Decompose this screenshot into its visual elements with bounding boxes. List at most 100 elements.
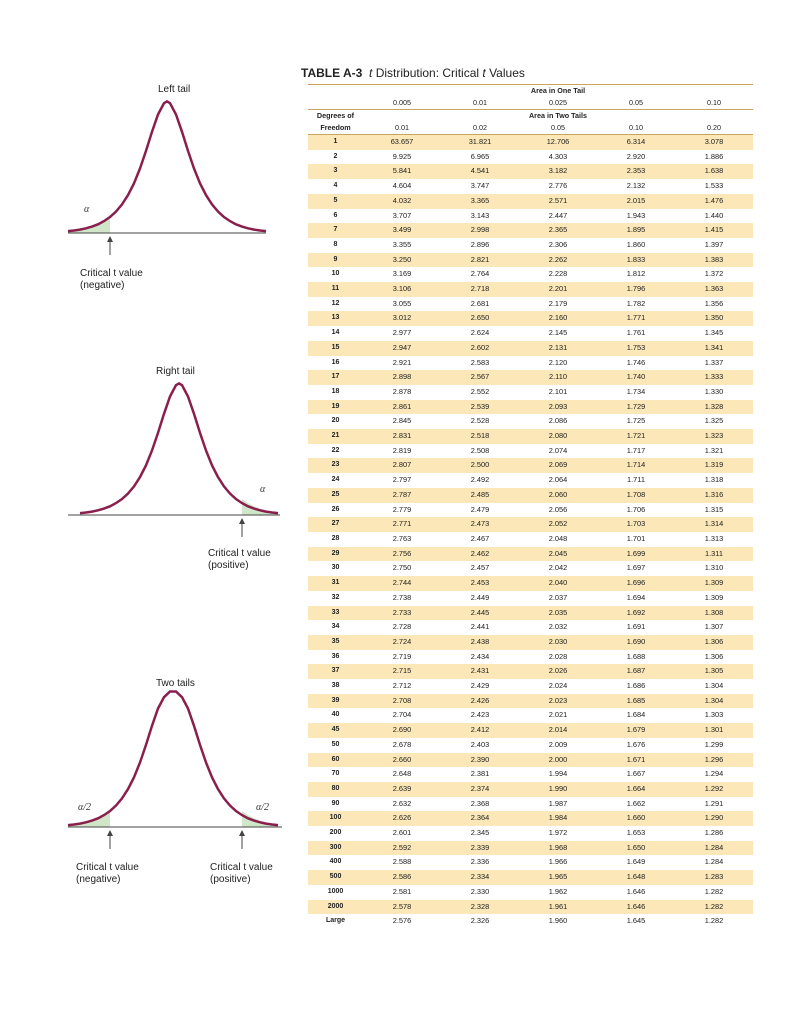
table-row: 16 2.921 2.583 2.120 1.746 1.337 [308, 356, 753, 371]
critical-value-cell: 1.646 [626, 886, 646, 896]
critical-value-cell: 2.336 [470, 857, 490, 867]
figure-title: Right tail [156, 366, 195, 377]
critical-value-cell: 1.325 [704, 416, 724, 426]
critical-value-cell: 2.639 [363, 781, 441, 797]
critical-value-cell: 2.024 [548, 681, 568, 691]
df-cell: 31 [308, 576, 363, 591]
df-cell: 37 [308, 664, 363, 680]
critical-value-cell: 2.445 [441, 605, 519, 621]
critical-value-cell: 2.023 [519, 693, 597, 709]
critical-value-cell: 1.984 [519, 811, 597, 827]
critical-value-cell: 2.179 [548, 298, 568, 308]
critical-value-cell: 2.528 [470, 416, 490, 426]
df-cell: 12 [331, 299, 340, 307]
critical-value-cell: 2.201 [519, 282, 597, 297]
critical-value-cell: 1.703 [597, 517, 675, 532]
table-label: TABLE A-3 [301, 66, 363, 80]
df-cell: 50 [331, 740, 340, 748]
critical-value-cell: 2.101 [548, 386, 568, 396]
table-row: 90 2.632 2.368 1.987 1.662 1.291 [308, 797, 753, 812]
critical-value-cell: 1.968 [519, 840, 597, 856]
critical-value-cell: 5.841 [363, 164, 441, 180]
critical-value-cell: 2.750 [392, 563, 412, 573]
critical-value-cell: 2.009 [548, 739, 568, 749]
distribution-curve [67, 99, 267, 233]
table-row: 70 2.648 2.381 1.994 1.667 1.294 [308, 767, 753, 782]
critical-value-cell: 1.372 [704, 269, 724, 279]
one-tail-value: 0.01 [441, 97, 519, 110]
df-cell: 28 [331, 534, 340, 542]
critical-value-cell: 1.306 [704, 651, 724, 661]
df-cell: 32 [331, 593, 340, 601]
figure-two-tails: Two tails α/2 α/2 Critical t value (nega… [60, 674, 290, 904]
critical-value-cell: 2.678 [392, 739, 412, 749]
table-row: 35 2.724 2.438 2.030 1.690 1.306 [308, 634, 753, 650]
table-row: 4 4.604 3.747 2.776 2.132 1.533 [308, 179, 753, 194]
critical-value-cell: 6.314 [597, 134, 675, 150]
critical-value-cell: 2.040 [519, 576, 597, 591]
critical-value-cell: 2.756 [363, 546, 441, 562]
table-row: 14 2.977 2.624 2.145 1.761 1.345 [308, 326, 753, 341]
critical-value-cell: 1.994 [548, 769, 568, 779]
df-cell: 90 [331, 799, 340, 807]
critical-value-cell: 1.533 [704, 181, 724, 191]
df-cell: 23 [308, 458, 363, 474]
critical-value-cell: 2.485 [441, 487, 519, 503]
df-cell: 38 [331, 682, 340, 690]
df-cell: 4 [333, 182, 338, 190]
df-cell: 7 [308, 223, 363, 238]
critical-value-cell: 2.381 [470, 769, 490, 779]
critical-value-cell: 2.681 [470, 298, 490, 308]
critical-value-cell: 1.350 [675, 311, 753, 327]
critical-value-cell: 1.345 [704, 328, 724, 338]
critical-value-cell: 1.771 [597, 311, 675, 327]
two-tail-header-row: Degrees of Area in Two Tails [308, 110, 753, 123]
critical-value-cell: 1.667 [626, 769, 646, 779]
critical-value-cell: 1.687 [597, 664, 675, 680]
critical-value-cell: 2.330 [470, 886, 490, 896]
critical-value-cell: 1.650 [597, 840, 675, 856]
figure-caption-positive: Critical t value (positive) [210, 862, 273, 886]
critical-value-cell: 2.132 [626, 181, 646, 191]
table-row: 25 2.787 2.485 2.060 1.708 1.316 [308, 487, 753, 503]
critical-value-cell: 1.886 [704, 151, 724, 161]
critical-value-cell: 1.694 [626, 592, 646, 602]
df-cell: 21 [308, 429, 363, 444]
table-row: 50 2.678 2.403 2.009 1.676 1.299 [308, 738, 753, 753]
critical-value-cell: 1.282 [704, 916, 724, 926]
critical-value-cell: 2.449 [470, 592, 490, 602]
arrow-head [239, 830, 245, 836]
critical-value-cell: 1.796 [597, 282, 675, 297]
df-cell: 26 [331, 505, 340, 513]
figure-caption: Critical t value (negative) [80, 268, 143, 292]
critical-value-cell: 1.717 [626, 445, 646, 455]
critical-value-cell: 2.345 [470, 828, 490, 838]
critical-value-cell: 1.729 [597, 399, 675, 415]
critical-value-cell: 3.355 [392, 239, 412, 249]
two-tail-value: 0.01 [363, 122, 441, 135]
table-row: 6 3.707 3.143 2.447 1.943 1.440 [308, 209, 753, 224]
critical-value-cell: 2.429 [470, 681, 490, 691]
critical-value-cell: 2.014 [519, 723, 597, 738]
critical-value-cell: 1.662 [626, 798, 646, 808]
arrow-head [107, 236, 113, 242]
critical-value-cell: 1.761 [626, 328, 646, 338]
table-row: 19 2.861 2.539 2.093 1.729 1.328 [308, 399, 753, 415]
df-cell: Large [325, 917, 346, 925]
critical-value-cell: 1.308 [675, 605, 753, 621]
critical-value-cell: 2.508 [470, 445, 490, 455]
table-row: 2 9.925 6.965 4.303 2.920 1.886 [308, 150, 753, 165]
critical-value-cell: 2.624 [470, 328, 490, 338]
critical-value-cell: 1.309 [704, 592, 724, 602]
critical-value-cell: 1.895 [597, 223, 675, 238]
critical-value-cell: 3.365 [441, 193, 519, 209]
table-row: 21 2.831 2.518 2.080 1.721 1.323 [308, 429, 753, 444]
critical-value-cell: 2.426 [441, 693, 519, 709]
df-cell: 36 [331, 652, 340, 660]
critical-value-cell: 2.807 [363, 458, 441, 474]
critical-value-cell: 2.771 [363, 517, 441, 532]
df-cell: 200 [329, 829, 342, 837]
right-tail-plot [68, 381, 280, 537]
critical-value-cell: 1.282 [675, 899, 753, 915]
critical-value-cell: 1.685 [597, 693, 675, 709]
